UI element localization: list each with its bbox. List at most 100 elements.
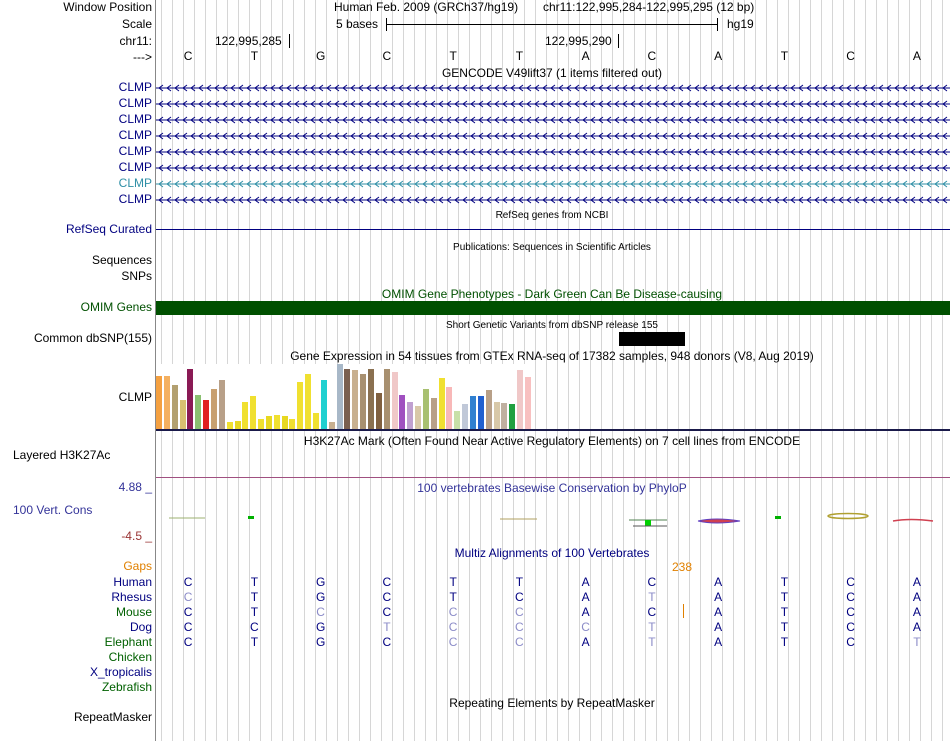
gtex-bar[interactable]	[195, 395, 202, 429]
gencode-row-label[interactable]: CLMP	[118, 80, 152, 94]
gtex-bar[interactable]	[407, 402, 414, 429]
gencode-transcript[interactable]	[155, 163, 950, 173]
repeatmasker-title: Repeating Elements by RepeatMasker	[449, 696, 655, 710]
grid-line	[546, 0, 547, 741]
gtex-bar[interactable]	[352, 370, 359, 429]
gtex-bar[interactable]	[328, 422, 335, 429]
gencode-row-label[interactable]: CLMP	[118, 128, 152, 142]
gtex-bar[interactable]	[242, 402, 249, 429]
gtex-bar[interactable]	[383, 369, 390, 429]
gencode-row-label[interactable]: CLMP	[118, 176, 152, 190]
label-repeatmasker[interactable]: RepeatMasker	[73, 710, 152, 724]
gencode-transcript[interactable]	[155, 83, 950, 93]
species-label[interactable]: Zebrafish	[101, 680, 152, 694]
gtex-bar[interactable]	[250, 396, 257, 429]
gtex-bar[interactable]	[391, 372, 398, 429]
gtex-bar[interactable]	[320, 380, 327, 429]
gtex-bar[interactable]	[265, 416, 272, 429]
gtex-bar[interactable]	[305, 374, 312, 429]
alignment-base: C	[448, 635, 458, 649]
omim-bar[interactable]	[155, 301, 950, 315]
gencode-transcript[interactable]	[155, 147, 950, 157]
gtex-bar[interactable]	[163, 376, 170, 429]
species-label[interactable]: Chicken	[108, 650, 152, 664]
gtex-bar[interactable]	[367, 369, 374, 429]
gencode-row-label[interactable]: CLMP	[118, 160, 152, 174]
grid-line	[788, 0, 789, 741]
gtex-bar[interactable]	[360, 374, 367, 429]
species-label[interactable]: Dog	[129, 620, 152, 634]
alignment-base: A	[912, 575, 921, 589]
grid-line	[601, 0, 602, 741]
gencode-row-label[interactable]: CLMP	[118, 192, 152, 206]
gtex-bar[interactable]	[517, 370, 524, 429]
dbsnp-variant[interactable]	[619, 332, 685, 346]
grid-line	[766, 0, 767, 741]
label-snps[interactable]: SNPs	[121, 269, 152, 283]
base-letter: C	[183, 49, 193, 63]
gencode-transcript[interactable]	[155, 99, 950, 109]
species-label[interactable]: Human	[113, 575, 152, 589]
gtex-bar[interactable]	[477, 396, 484, 429]
gtex-bar[interactable]	[336, 364, 343, 429]
track-image[interactable]: Human Feb. 2009 (GRCh37/hg19) chr11:122,…	[155, 0, 950, 741]
gtex-bar[interactable]	[430, 398, 437, 429]
gtex-bar[interactable]	[210, 389, 217, 429]
gencode-row-label[interactable]: CLMP	[118, 96, 152, 110]
gtex-bar[interactable]	[454, 411, 461, 429]
gtex-bar[interactable]	[203, 400, 210, 429]
gencode-row-label[interactable]: CLMP	[118, 112, 152, 126]
label-layered-h3k27ac[interactable]: Layered H3K27Ac	[13, 448, 111, 462]
grid-line	[568, 0, 569, 741]
gtex-bar[interactable]	[446, 387, 453, 429]
gtex-bar[interactable]	[234, 421, 241, 429]
alignment-base: C	[382, 575, 392, 589]
gtex-bar[interactable]	[501, 403, 508, 429]
gtex-bar[interactable]	[375, 393, 382, 429]
gencode-row-label[interactable]: CLMP	[118, 144, 152, 158]
gtex-bar-chart[interactable]	[155, 364, 535, 429]
gtex-bar[interactable]	[462, 404, 469, 429]
gtex-bar[interactable]	[179, 400, 186, 429]
label-100-vert-cons[interactable]: 100 Vert. Cons	[13, 503, 93, 517]
gencode-transcript[interactable]	[155, 131, 950, 141]
gencode-transcript[interactable]	[155, 195, 950, 205]
species-label[interactable]: Rhesus	[111, 590, 152, 604]
refseq-title: RefSeq genes from NCBI	[495, 210, 609, 221]
gtex-bar[interactable]	[344, 369, 351, 429]
gtex-bar[interactable]	[156, 376, 162, 429]
gtex-bar[interactable]	[422, 389, 429, 429]
gtex-bar[interactable]	[258, 419, 265, 429]
gencode-transcript[interactable]	[155, 179, 950, 189]
gtex-bar[interactable]	[289, 419, 296, 429]
gtex-bar[interactable]	[485, 390, 492, 429]
gtex-bar[interactable]	[438, 378, 445, 429]
species-label[interactable]: X_tropicalis	[89, 665, 152, 679]
alignment-base: A	[714, 605, 723, 619]
gtex-bar[interactable]	[273, 415, 280, 429]
gtex-bar[interactable]	[470, 396, 476, 429]
gtex-bar[interactable]	[509, 404, 516, 429]
alignment-base: G	[315, 590, 326, 604]
gtex-bar[interactable]	[524, 377, 531, 429]
label-omim-genes[interactable]: OMIM Genes	[80, 300, 152, 314]
label-sequences[interactable]: Sequences	[91, 253, 152, 267]
gtex-bar[interactable]	[171, 385, 178, 429]
gencode-transcript[interactable]	[155, 115, 950, 125]
gtex-bar[interactable]	[281, 416, 288, 429]
gtex-bar[interactable]	[415, 406, 422, 429]
gtex-bar[interactable]	[313, 413, 319, 429]
gtex-bar[interactable]	[187, 369, 194, 429]
gtex-bar[interactable]	[226, 422, 233, 429]
gtex-bar[interactable]	[399, 395, 406, 429]
refseq-line[interactable]	[155, 229, 950, 230]
label-common-dbsnp[interactable]: Common dbSNP(155)	[33, 331, 152, 345]
gtex-bar[interactable]	[297, 382, 304, 429]
label-refseq-curated[interactable]: RefSeq Curated	[65, 222, 152, 236]
gtex-bar[interactable]	[218, 380, 225, 429]
species-label[interactable]: Elephant	[104, 635, 152, 649]
species-label[interactable]: Mouse	[115, 605, 152, 619]
cons-plot[interactable]	[155, 505, 950, 535]
label-gtex-clmp[interactable]: CLMP	[118, 390, 152, 404]
gtex-bar[interactable]	[493, 402, 500, 429]
